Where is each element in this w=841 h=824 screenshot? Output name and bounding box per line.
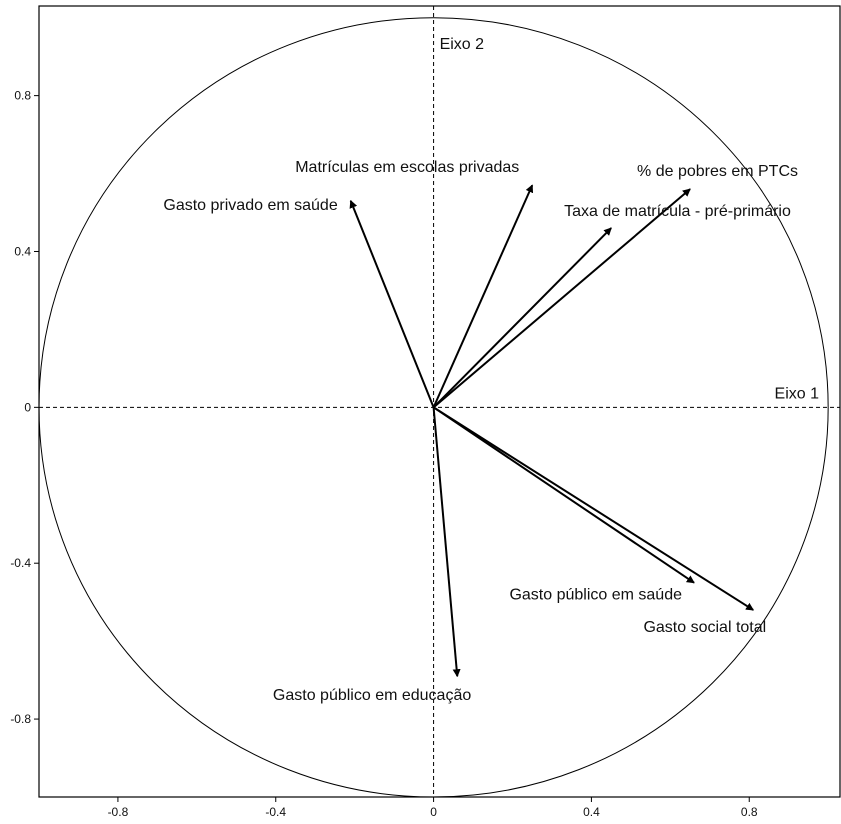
- x-tick-label: 0: [430, 805, 437, 819]
- variable-label: Gasto privado em saúde: [163, 197, 337, 214]
- variable-label: % de pobres em PTCs: [637, 163, 798, 180]
- y-tick-label: 0.4: [14, 244, 31, 258]
- x-tick-label: 0.4: [583, 805, 600, 819]
- variable-arrow: [433, 406, 695, 584]
- variable-arrow: [432, 407, 461, 678]
- y-tick-label: -0.8: [10, 712, 31, 726]
- variable-label: Matrículas em escolas privadas: [295, 159, 519, 176]
- variable-arrow: [432, 188, 691, 409]
- y-tick-label: 0: [24, 400, 31, 414]
- x-tick-label: -0.4: [265, 805, 286, 819]
- correlation-circle: [38, 17, 829, 798]
- x-tick-label: -0.8: [108, 805, 129, 819]
- variable-arrow: [349, 199, 435, 408]
- axis-name-eixo-2: Eixo 2: [440, 36, 485, 53]
- y-tick-label: -0.4: [10, 556, 31, 570]
- variable-label: Gasto público em educação: [273, 687, 471, 704]
- axis-name-eixo-1: Eixo 1: [775, 385, 820, 402]
- variable-arrow: [432, 227, 612, 409]
- variable-arrow: [432, 184, 534, 408]
- y-tick-label: 0.8: [14, 89, 31, 103]
- variable-label: Gasto social total: [643, 619, 766, 636]
- variable-arrow: [433, 406, 755, 611]
- x-tick-label: 0.8: [741, 805, 758, 819]
- variable-label: Gasto público em saúde: [509, 587, 682, 604]
- variable-label: Taxa de matrícula - pré-primário: [564, 203, 791, 220]
